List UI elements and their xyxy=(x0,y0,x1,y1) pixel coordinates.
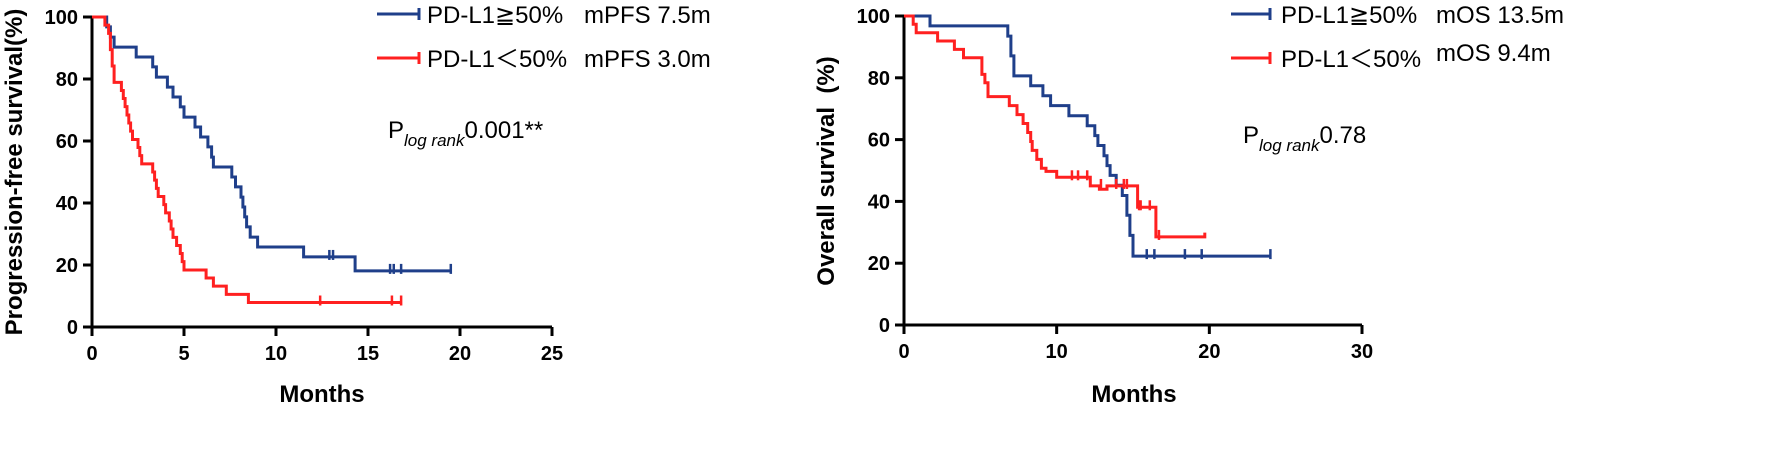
legend-series-label: PD-L1≧50% xyxy=(427,2,563,29)
y-tick-label: 80 xyxy=(868,68,890,90)
legend-series-label: PD-L1＜50% xyxy=(1281,46,1421,73)
y-tick-label: 40 xyxy=(56,193,78,215)
x-tick-label: 10 xyxy=(1046,341,1068,363)
y-tick-label: 20 xyxy=(56,255,78,277)
series-line-pdl1-low xyxy=(92,15,402,304)
y-tick-label: 40 xyxy=(868,191,890,213)
series-line-pdl1-high xyxy=(92,15,451,273)
series-line-pdl1-low xyxy=(904,14,1207,239)
y-tick-label: 20 xyxy=(868,253,890,275)
series-line-pdl1-high xyxy=(904,14,1271,258)
y-tick-label: 60 xyxy=(56,131,78,153)
legend-series-label: PD-L1≧50% xyxy=(1281,2,1417,29)
y-tick-label: 80 xyxy=(56,69,78,91)
x-tick-label: 25 xyxy=(541,343,563,365)
y-tick-label: 100 xyxy=(45,7,78,29)
os-plot: 0 10 20 30 0 20 40 60 80 100 Months Overall surviva… xyxy=(813,2,1564,408)
y-tick-label: 0 xyxy=(67,317,78,339)
pvalue-prefix: P xyxy=(388,117,404,144)
x-tick-label: 15 xyxy=(357,343,379,365)
x-tick-label: 0 xyxy=(86,343,97,365)
y-tick-label: 0 xyxy=(879,315,890,337)
pfs-plot: 0 5 10 15 20 25 0 20 40 60 80 100 Months Progression-… xyxy=(1,2,711,408)
pvalue-subscript: log rank xyxy=(1259,136,1321,155)
pvalue-subscript: log rank xyxy=(404,131,466,150)
pvalue-value: 0.001** xyxy=(465,117,544,144)
legend-median-label: mOS 13.5m xyxy=(1436,2,1564,29)
y-tick-label: 60 xyxy=(868,130,890,152)
y-axis-title: Overall survival (%) xyxy=(813,56,840,285)
y-axis-title: Progression-free survival(%) xyxy=(1,9,28,336)
legend-median-label: mOS 9.4m xyxy=(1436,40,1551,67)
x-tick-label: 5 xyxy=(178,343,189,365)
pvalue-prefix: P xyxy=(1243,122,1259,149)
legend-median-label: mPFS 3.0m xyxy=(584,46,711,73)
x-tick-label: 10 xyxy=(265,343,287,365)
pvalue-value: 0.78 xyxy=(1320,122,1367,149)
x-axis-title: Months xyxy=(1091,381,1176,408)
legend-median-label: mPFS 7.5m xyxy=(584,2,711,29)
x-tick-label: 20 xyxy=(1198,341,1220,363)
pvalue-annotation: Plog rank0.001** xyxy=(388,117,543,150)
x-tick-label: 20 xyxy=(449,343,471,365)
pvalue-annotation: Plog rank0.78 xyxy=(1243,122,1366,155)
x-axis-title: Months xyxy=(279,381,364,408)
legend-series-label: PD-L1＜50% xyxy=(427,46,567,73)
x-tick-label: 0 xyxy=(898,341,909,363)
y-tick-label: 100 xyxy=(857,6,890,28)
x-tick-label: 30 xyxy=(1351,341,1373,363)
